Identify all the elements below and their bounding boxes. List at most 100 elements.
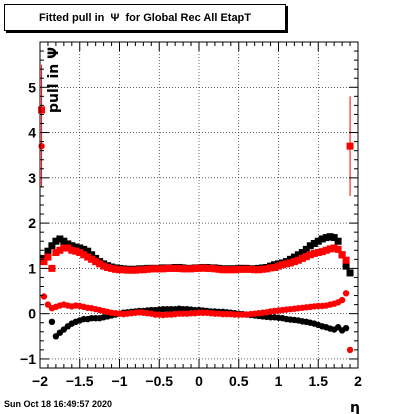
data-point xyxy=(112,265,120,273)
data-point xyxy=(263,265,271,273)
data-point xyxy=(306,251,314,259)
data-point xyxy=(187,265,195,273)
data-point xyxy=(108,264,116,272)
data-point xyxy=(123,266,131,274)
series-3 xyxy=(38,142,354,354)
data-point xyxy=(64,244,72,252)
data-point xyxy=(127,266,135,274)
data-point xyxy=(334,237,342,245)
error-bars xyxy=(41,64,351,196)
data-point xyxy=(163,264,171,272)
data-point xyxy=(44,247,52,255)
data-point xyxy=(139,266,147,274)
data-point xyxy=(294,256,302,264)
data-point xyxy=(231,266,239,274)
data-point xyxy=(195,264,203,272)
data-point xyxy=(306,242,314,250)
data-point xyxy=(322,246,330,254)
data-point xyxy=(267,264,275,272)
data-point xyxy=(171,264,179,272)
data-point xyxy=(342,262,350,270)
y-tick-label: 1 xyxy=(28,260,36,276)
x-tick-label: 0 xyxy=(195,373,203,389)
data-point xyxy=(151,265,159,273)
x-tick-label: 1.5 xyxy=(309,373,329,389)
data-point xyxy=(346,269,354,277)
data-point xyxy=(290,258,298,266)
data-point xyxy=(318,248,326,256)
x-tick-label: −0.5 xyxy=(145,373,173,389)
data-point xyxy=(92,258,100,266)
data-point xyxy=(167,264,175,272)
data-point xyxy=(119,266,127,274)
data-point xyxy=(38,142,45,150)
data-point xyxy=(215,265,223,273)
data-point xyxy=(72,243,80,251)
data-point xyxy=(247,265,255,273)
x-tick-label: 1 xyxy=(275,373,283,389)
x-tick-label: 2 xyxy=(354,373,362,389)
x-tick-label: 0.5 xyxy=(229,373,249,389)
data-point xyxy=(40,293,48,300)
data-point xyxy=(227,266,235,274)
data-point xyxy=(330,244,338,252)
data-point xyxy=(259,265,267,273)
x-tick-label: −1.5 xyxy=(66,373,94,389)
chart-title: Fitted pull in Ψ for Global Rec All Etap… xyxy=(39,11,251,24)
data-point xyxy=(60,237,68,245)
data-point xyxy=(48,264,56,272)
y-tick-label: −1 xyxy=(20,351,36,367)
data-point xyxy=(88,251,96,259)
data-point xyxy=(147,265,155,273)
data-point xyxy=(80,245,88,253)
data-point xyxy=(298,249,306,257)
data-point xyxy=(338,296,346,304)
data-point xyxy=(286,259,294,267)
data-point xyxy=(330,234,338,242)
x-tick-label: −2 xyxy=(32,373,48,389)
data-point xyxy=(342,324,350,332)
data-point xyxy=(282,260,290,268)
data-point xyxy=(310,239,318,247)
data-point xyxy=(159,265,167,273)
data-point xyxy=(179,265,187,273)
data-point xyxy=(88,255,96,263)
data-point xyxy=(48,242,56,250)
data-point xyxy=(294,251,302,259)
data-point xyxy=(44,253,52,261)
x-tick-label: −1 xyxy=(112,373,128,389)
y-tick-label: 3 xyxy=(28,170,36,186)
data-point xyxy=(56,235,64,243)
data-point xyxy=(310,249,318,257)
data-point xyxy=(346,346,354,354)
data-point xyxy=(346,142,354,150)
data-point xyxy=(116,266,123,274)
data-point xyxy=(56,246,64,254)
data-point xyxy=(271,263,279,271)
data-point xyxy=(60,244,68,252)
data-point xyxy=(334,245,342,253)
data-point xyxy=(52,237,60,245)
data-point xyxy=(326,245,334,253)
y-tick-label: 4 xyxy=(28,125,36,141)
y-axis-label: pull in Ψ xyxy=(46,47,62,113)
data-point xyxy=(76,249,84,257)
data-point xyxy=(322,234,330,242)
data-point xyxy=(314,249,322,257)
data-point xyxy=(175,264,183,272)
data-point xyxy=(183,265,191,273)
data-point xyxy=(290,253,298,261)
data-point xyxy=(135,266,143,274)
data-point xyxy=(38,106,46,114)
data-point xyxy=(84,253,92,261)
data-point xyxy=(104,263,112,271)
data-point xyxy=(199,264,207,272)
data-point xyxy=(239,265,247,273)
chart-title-box: Fitted pull in Ψ for Global Rec All Etap… xyxy=(4,4,286,31)
data-point xyxy=(342,256,350,264)
data-point xyxy=(68,246,76,254)
data-point xyxy=(72,247,80,255)
data-point xyxy=(131,266,139,274)
data-point xyxy=(275,262,282,270)
